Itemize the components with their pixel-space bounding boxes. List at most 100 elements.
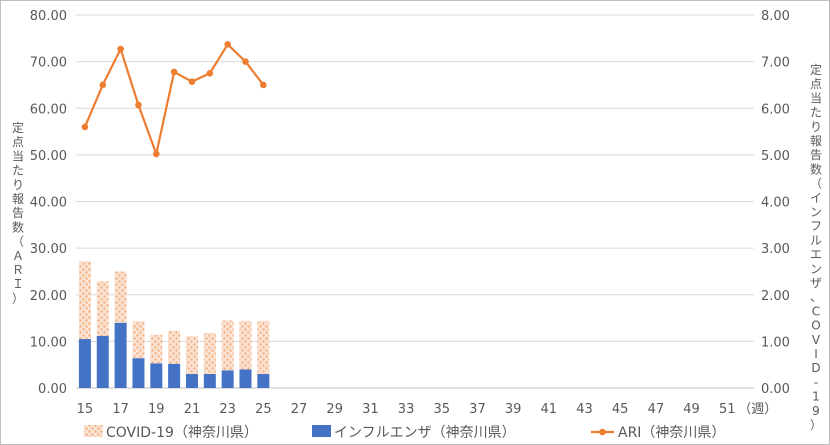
left-axis-title: 定点当たり報告数（ＡＲＩ） <box>12 120 24 305</box>
ari-point <box>224 41 231 48</box>
axis-title-char: V <box>812 333 821 347</box>
x-tick-label: 19 <box>148 402 165 417</box>
x-axis-ticks: 15 17 19 21 23 25 27 29 31 33 35 37 39 41 43 45 47 49 51 <box>77 402 736 417</box>
ari-point <box>152 150 160 158</box>
axis-title-char: エ <box>810 248 822 262</box>
influenza-bar <box>257 374 270 388</box>
left-tick-label: 20.00 <box>30 289 67 304</box>
axis-title-char: ル <box>810 233 822 247</box>
axis-title-char: Ａ <box>12 249 24 263</box>
legend-swatch-covid <box>84 425 103 437</box>
axis-title-char: （ <box>810 177 822 191</box>
axis-title-char: り <box>810 120 822 134</box>
right-tick-label: 7.00 <box>761 56 790 71</box>
axis-title-char: （ <box>12 235 24 249</box>
axis-title-char: 当 <box>12 149 24 163</box>
covid-bar <box>78 261 91 340</box>
axis-title-char: 告 <box>810 148 822 162</box>
axis-title-char: た <box>810 106 822 120</box>
right-axis-title: 定点当たり報告数（インフルエンザ、 C O V I D -1 9） <box>810 62 822 432</box>
x-tick-label: 39 <box>505 402 522 417</box>
legend: COVID-19（神奈川県） インフルエンザ（神奈川県） ARI（神奈川県） <box>84 425 725 441</box>
right-tick-label: 1.00 <box>761 335 790 350</box>
left-tick-label: 60.00 <box>30 102 67 117</box>
axis-title-char: - <box>814 375 818 389</box>
left-tick-label: 0.00 <box>38 382 67 397</box>
ari-point <box>117 45 124 53</box>
x-tick-label: 17 <box>112 402 129 417</box>
left-axis-ticks: 0.00 10.00 20.00 30.00 40.00 50.00 60.00 70.00 8… <box>30 9 67 397</box>
legend-marker-ari <box>599 428 606 436</box>
axis-title-char: O <box>811 319 820 333</box>
covid-bar <box>168 330 181 364</box>
x-tick-label: 47 <box>648 402 665 417</box>
ari-point <box>99 81 107 89</box>
ari-point <box>188 78 196 85</box>
axis-title-char: 当 <box>810 91 822 105</box>
axis-title-char: ン <box>810 205 822 219</box>
axis-title-char: 定 <box>810 62 822 77</box>
axis-title-char: 点 <box>810 77 822 91</box>
left-tick-label: 40.00 <box>30 196 67 211</box>
axis-title-char: 点 <box>12 135 24 149</box>
ari-point <box>206 69 214 77</box>
covid-bar <box>132 321 145 359</box>
influenza-bar <box>221 370 234 388</box>
ari-point <box>260 81 267 89</box>
ari-line-path <box>83 42 265 158</box>
axis-title-char: 報 <box>810 134 822 148</box>
legend-label-ari: ARI（神奈川県） <box>618 425 725 441</box>
left-tick-label: 30.00 <box>30 242 67 257</box>
ari-point <box>81 123 89 131</box>
influenza-bar <box>239 369 252 388</box>
x-tick-label: 27 <box>291 402 308 417</box>
axis-title-char: 数 <box>12 219 24 234</box>
left-tick-label: 50.00 <box>30 149 67 164</box>
x-tick-label: 29 <box>326 402 343 417</box>
axis-title-char: ン <box>810 262 822 276</box>
influenza-bar <box>132 358 145 388</box>
axis-title-char: 、 <box>810 290 822 304</box>
axis-title-char: 数 <box>810 161 822 176</box>
influenza-bar <box>150 363 163 388</box>
axis-title-char: ） <box>810 418 822 432</box>
legend-swatch-influenza <box>312 425 331 437</box>
left-tick-label: 10.00 <box>30 335 67 350</box>
axis-title-char: イ <box>810 191 822 205</box>
x-axis-unit: （週） <box>738 402 777 417</box>
covid-bar <box>185 336 198 375</box>
x-tick-label: 41 <box>541 402 558 417</box>
x-tick-label: 23 <box>219 402 236 417</box>
covid-bar <box>96 281 109 336</box>
influenza-bar <box>96 335 109 388</box>
axis-title-char: 報 <box>12 192 24 206</box>
legend-label-influenza: インフルエンザ（神奈川県） <box>334 425 516 441</box>
axis-title-char: り <box>12 178 24 192</box>
x-tick-label: 45 <box>612 402 629 417</box>
influenza-bar <box>168 363 181 388</box>
x-tick-label: 15 <box>77 402 94 417</box>
legend-label-covid: COVID-19（神奈川県） <box>106 425 258 441</box>
axis-title-char: 定 <box>12 120 24 135</box>
right-tick-label: 0.00 <box>761 382 790 397</box>
ari-line <box>81 41 267 158</box>
influenza-bar <box>185 374 198 388</box>
axis-title-char: 告 <box>12 206 24 220</box>
covid-bar <box>239 320 252 370</box>
influenza-bar <box>114 322 127 388</box>
covid-bar <box>257 320 270 375</box>
x-tick-label: 35 <box>433 402 450 417</box>
axis-title-char: フ <box>810 219 822 233</box>
right-tick-label: 4.00 <box>761 196 790 211</box>
x-tick-label: 25 <box>255 402 272 417</box>
bars <box>78 261 270 388</box>
x-tick-label: 43 <box>576 402 593 417</box>
right-tick-label: 8.00 <box>761 9 790 24</box>
axis-title-char: ザ <box>810 276 822 290</box>
axis-title-char: I <box>814 347 818 361</box>
ari-point <box>242 58 249 65</box>
covid-bar <box>203 332 216 375</box>
ari-point <box>170 68 178 76</box>
